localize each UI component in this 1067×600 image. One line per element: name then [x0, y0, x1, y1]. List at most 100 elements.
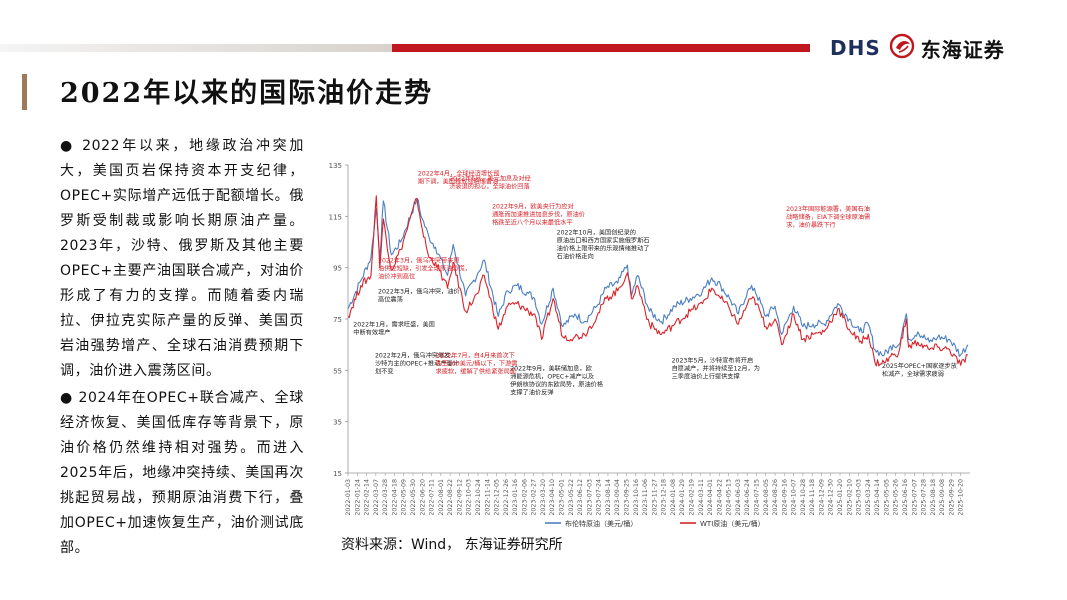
title-accent-bar	[22, 74, 27, 110]
x-tick-label: 2024-04-22	[716, 479, 723, 516]
x-tick-label: 2023-06-12	[577, 479, 584, 516]
x-tick-label: 2022-10-24	[475, 479, 482, 516]
x-tick-label: 2024-02-19	[688, 479, 695, 516]
x-tick-label: 2024-10-28	[800, 479, 807, 516]
x-tick-label: 2023-11-06	[642, 479, 649, 516]
x-tick-label: 2022-09-12	[456, 479, 463, 516]
x-tick-label: 2024-12-09	[818, 479, 825, 516]
x-tick-label: 2024-01-29	[679, 479, 686, 516]
x-tick-label: 2025-08-18	[930, 479, 937, 516]
page-title: 2022年以来的国际油价走势	[60, 78, 434, 109]
x-tick-label: 2023-09-25	[624, 479, 631, 516]
x-tick-label: 2023-02-27	[531, 479, 538, 516]
logo-text-en: DHS	[830, 36, 881, 60]
logo-text-cn: 东海证券	[920, 37, 1005, 62]
x-tick-label: 2024-06-03	[735, 479, 742, 516]
x-tick-label: 2024-07-15	[753, 479, 760, 516]
x-tick-label: 2022-08-22	[447, 479, 454, 516]
header-stripe-red	[392, 44, 810, 52]
series-line-brent	[347, 197, 969, 357]
x-tick-label: 2025-03-24	[865, 479, 872, 516]
annotation-note: 2023年5月，沙特宣布将开启自愿减产，并将持续至12月，为三季度油价上行提供支…	[672, 357, 760, 381]
x-tick-label: 2023-09-04	[614, 479, 621, 516]
x-tick-label: 2022-03-07	[373, 479, 380, 516]
x-tick-label: 2022-07-11	[429, 479, 436, 516]
x-tick-label: 2024-11-18	[809, 479, 816, 516]
annotation-note: 2022年4月，全球经济增长预期下调，美国释放战略储备油	[418, 169, 500, 185]
x-tick-label: 2022-10-03	[466, 479, 473, 516]
x-tick-label: 2023-07-03	[586, 479, 593, 516]
body-text: ● 2022年以来，地缘政治冲突加大，美国页岩保持资本开支纪律，OPEC+实际增…	[60, 134, 304, 561]
x-tick-label: 2025-02-10	[846, 479, 853, 516]
annotation-note: 2022年3月，俄乌冲突带来原油供应短缺，引发全球原油恐慌，油价冲到高位	[378, 257, 471, 281]
x-tick-label: 2023-03-20	[540, 479, 547, 516]
x-tick-label: 2025-03-03	[856, 479, 863, 516]
x-tick-label: 2022-06-20	[419, 479, 426, 516]
x-tick-label: 2022-08-01	[438, 479, 445, 516]
legend-label: WTI原油（美元/桶）	[700, 519, 765, 528]
x-tick-label: 2024-08-26	[772, 479, 779, 516]
x-tick-label: 2025-05-26	[893, 479, 900, 516]
x-tick-label: 2022-01-03	[345, 479, 352, 516]
x-tick-label: 2023-04-10	[549, 479, 556, 516]
annotation-note: 2022年9月，欧美央行为应对通胀而加速推进加息步伐，原油价格跌至近八个月以来最…	[492, 203, 585, 227]
x-tick-label: 2022-05-09	[401, 479, 408, 516]
x-tick-label: 2025-04-14	[874, 479, 881, 516]
x-tick-label: 2022-04-18	[391, 479, 398, 516]
series-line-wti	[347, 195, 968, 367]
x-tick-label: 2023-05-22	[568, 479, 575, 516]
x-tick-label: 2023-01-16	[512, 479, 519, 516]
x-tick-label: 2023-05-01	[559, 479, 566, 516]
x-tick-label: 2022-11-14	[484, 479, 491, 516]
annotation-note: 2022年9月，美联储加息，欧洲能源危机，OPEC+减产以及伊朗核协议的东欧局势…	[510, 364, 604, 396]
annotation-note: 2023年国际能源署，美国石油战略储备，EIA下调全球原油需求，油价暴跌下行	[786, 205, 870, 229]
x-tick-label: 2023-10-16	[633, 479, 640, 516]
x-tick-label: 2022-12-05	[494, 479, 501, 516]
x-tick-label: 2024-08-05	[763, 479, 770, 516]
x-tick-label: 2025-06-16	[902, 479, 909, 516]
x-tick-label: 2024-12-30	[828, 479, 835, 516]
x-tick-label: 2022-03-28	[382, 479, 389, 516]
x-tick-label: 2022-12-26	[503, 479, 510, 516]
x-tick-label: 2025-09-08	[939, 479, 946, 516]
x-tick-label: 2023-07-24	[596, 479, 603, 516]
logo-mark-icon	[887, 31, 917, 65]
x-tick-label: 2023-08-14	[605, 479, 612, 516]
x-tick-label: 2024-09-16	[781, 479, 788, 516]
header-stripe-grey	[0, 44, 392, 52]
x-tick-label: 2022-05-30	[410, 479, 417, 516]
x-tick-label: 2025-01-20	[837, 479, 844, 516]
y-tick-label: 75	[333, 316, 342, 324]
company-logo: DHS 东海证券	[830, 28, 1005, 68]
x-tick-label: 2022-02-14	[364, 479, 371, 516]
annotation-note: 2022年6月，美元加息及对经济衰退的担心，全球油价回落	[449, 174, 531, 190]
x-tick-label: 2025-10-20	[958, 479, 965, 516]
annotation-note: 2022年7月，自4月来首次下跌至100美元/桶以下，下游需求疲软，缓解了供给紧…	[436, 352, 518, 376]
x-tick-label: 2023-12-18	[661, 479, 668, 516]
y-tick-label: 135	[329, 162, 342, 170]
y-tick-label: 115	[329, 213, 342, 221]
x-tick-label: 2024-01-08	[670, 479, 677, 516]
x-tick-label: 2025-07-28	[921, 479, 928, 516]
annotation-note: 2022年2月，俄乌冲突爆发，沙特为主的OPEC+推动产量计划不变	[375, 352, 459, 376]
paragraph-1: ● 2022年以来，地缘政治冲突加大，美国页岩保持资本开支纪律，OPEC+实际增…	[60, 138, 304, 379]
x-tick-label: 2023-11-27	[651, 479, 658, 516]
x-tick-label: 2025-09-29	[948, 479, 955, 516]
x-tick-label: 2022-01-24	[354, 479, 361, 516]
annotation-note: 2025年OPEC+国家逐步放松减产，全球需求疲弱	[882, 362, 957, 378]
x-tick-label: 2024-03-11	[698, 479, 705, 516]
y-tick-label: 95	[333, 265, 342, 273]
x-tick-label: 2025-05-05	[883, 479, 890, 516]
annotation-note: 2022年10月，美国创纪录的原油出口和西方国家实施俄罗斯石油价格上限带来的乐观…	[557, 228, 650, 260]
paragraph-2: ● 2024年在OPEC+联合减产、全球经济恢复、美国低库存等背景下，原油价格仍…	[60, 390, 304, 556]
y-tick-label: 35	[333, 419, 342, 427]
x-tick-label: 2025-07-07	[911, 479, 918, 516]
legend-label: 布伦特原油（美元/桶）	[565, 519, 637, 528]
annotation-note: 2022年1月，需求旺盛，美国中断有效增产	[353, 321, 435, 337]
x-tick-label: 2024-10-07	[791, 479, 798, 516]
x-tick-label: 2024-05-13	[726, 479, 733, 516]
x-tick-label: 2023-02-06	[521, 479, 528, 516]
x-tick-label: 2024-04-01	[707, 479, 714, 516]
header-stripe	[0, 44, 810, 52]
